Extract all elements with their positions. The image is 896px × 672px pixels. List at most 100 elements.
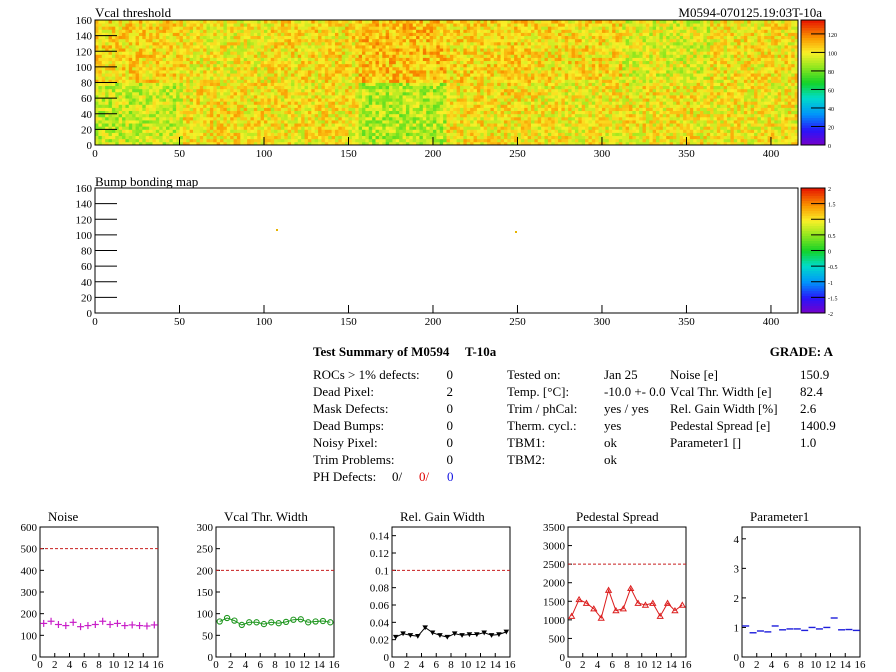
heatmap-cell	[517, 98, 522, 102]
heatmap-cell	[629, 82, 633, 87]
heatmap-cell	[159, 101, 163, 105]
heatmap-cell	[189, 138, 194, 143]
heatmap-cell	[588, 113, 593, 118]
heatmap-cell	[439, 91, 444, 96]
heatmap-cell	[193, 98, 197, 102]
heatmap-cell	[270, 73, 275, 77]
heatmap-cell	[378, 126, 383, 130]
heatmap-cell	[635, 88, 640, 93]
heatmap-cell	[689, 110, 694, 115]
heatmap-cell	[443, 79, 447, 83]
heatmap-cell	[348, 129, 353, 133]
heatmap-cell	[291, 120, 295, 124]
heatmap-cell	[216, 95, 221, 99]
heatmap-cell	[351, 116, 356, 121]
heatmap-cell	[115, 126, 120, 130]
heatmap-cell	[199, 116, 204, 121]
heatmap-cell	[392, 76, 397, 80]
heatmap-cell	[591, 91, 596, 96]
heatmap-cell	[348, 73, 353, 77]
heatmap-cell	[639, 101, 643, 105]
heatmap-cell	[710, 76, 714, 80]
heatmap-cell	[547, 141, 552, 146]
heatmap-cell	[223, 138, 228, 143]
heatmap-cell	[145, 107, 150, 112]
heatmap-cell	[764, 126, 768, 130]
heatmap-cell	[652, 107, 657, 112]
heatmap-cell	[291, 79, 295, 83]
heatmap-cell	[656, 123, 660, 127]
heatmap-cell	[541, 129, 545, 133]
heatmap-cell	[615, 73, 620, 77]
heatmap-cell	[683, 116, 687, 121]
heatmap-cell	[743, 123, 748, 127]
heatmap-cell	[230, 101, 234, 105]
heatmap-cell	[608, 91, 613, 96]
heatmap-cell	[135, 104, 140, 108]
heatmap-cell	[412, 88, 417, 93]
heatmap-cell	[625, 123, 630, 127]
heatmap-cell	[189, 70, 194, 74]
heatmap-cell	[750, 110, 755, 115]
heatmap-cell	[581, 138, 586, 143]
heatmap-cell	[456, 116, 461, 121]
heatmap-cell	[263, 104, 268, 108]
heatmap-cell	[534, 126, 539, 130]
heatmap-cell	[558, 73, 562, 77]
heatmap-cell	[547, 135, 552, 140]
heatmap-cell	[737, 73, 741, 77]
heatmap-cell	[578, 110, 583, 115]
heatmap-cell	[142, 79, 147, 83]
heatmap-cell	[416, 113, 420, 118]
heatmap-cell	[578, 129, 583, 133]
heatmap-cell	[554, 98, 559, 102]
heatmap-cell	[412, 123, 417, 127]
heatmap-cell	[95, 88, 99, 93]
heatmap-cell	[98, 138, 103, 143]
heatmap-cell	[419, 110, 424, 115]
heatmap-cell	[247, 141, 251, 146]
heatmap-cell	[365, 82, 370, 87]
heatmap-cell	[240, 110, 245, 115]
heatmap-cell	[348, 132, 353, 137]
heatmap-cell	[534, 95, 539, 99]
heatmap-cell	[551, 85, 556, 90]
heatmap-cell	[287, 73, 292, 77]
heatmap-cell	[274, 120, 278, 124]
heatmap-cell	[291, 95, 295, 99]
heatmap-cell	[193, 123, 197, 127]
heatmap-cell	[132, 129, 136, 133]
heatmap-cell	[362, 141, 366, 146]
heatmap-cell	[165, 123, 170, 127]
heatmap-cell	[591, 116, 596, 121]
heatmap-cell	[389, 104, 393, 108]
heatmap-cell	[558, 70, 562, 74]
heatmap-cell	[122, 79, 126, 83]
heatmap-cell	[324, 91, 329, 96]
heatmap-cell	[328, 107, 332, 112]
heatmap-cell	[307, 79, 312, 83]
heatmap-cell	[774, 110, 779, 115]
heatmap-cell	[267, 104, 272, 108]
heatmap-cell	[686, 70, 691, 74]
heatmap-cell	[659, 141, 664, 146]
heatmap-cell	[743, 104, 748, 108]
heatmap-cell	[703, 70, 708, 74]
heatmap-cell	[453, 135, 458, 140]
heatmap-cell	[669, 70, 674, 74]
heatmap-cell	[591, 70, 596, 74]
heatmap-cell	[493, 73, 498, 77]
heatmap-cell	[770, 132, 775, 137]
heatmap-cell	[514, 120, 518, 124]
heatmap-cell	[713, 141, 718, 146]
heatmap-cell	[405, 76, 410, 80]
heatmap-cell	[750, 95, 755, 99]
heatmap-cell	[243, 110, 248, 115]
heatmap-cell	[446, 138, 451, 143]
heatmap-cell	[446, 95, 451, 99]
heatmap-cell	[747, 76, 752, 80]
heatmap-cell	[223, 82, 228, 87]
heatmap-cell	[270, 82, 275, 87]
heatmap-cell	[723, 129, 728, 133]
heatmap-cell	[196, 76, 201, 80]
